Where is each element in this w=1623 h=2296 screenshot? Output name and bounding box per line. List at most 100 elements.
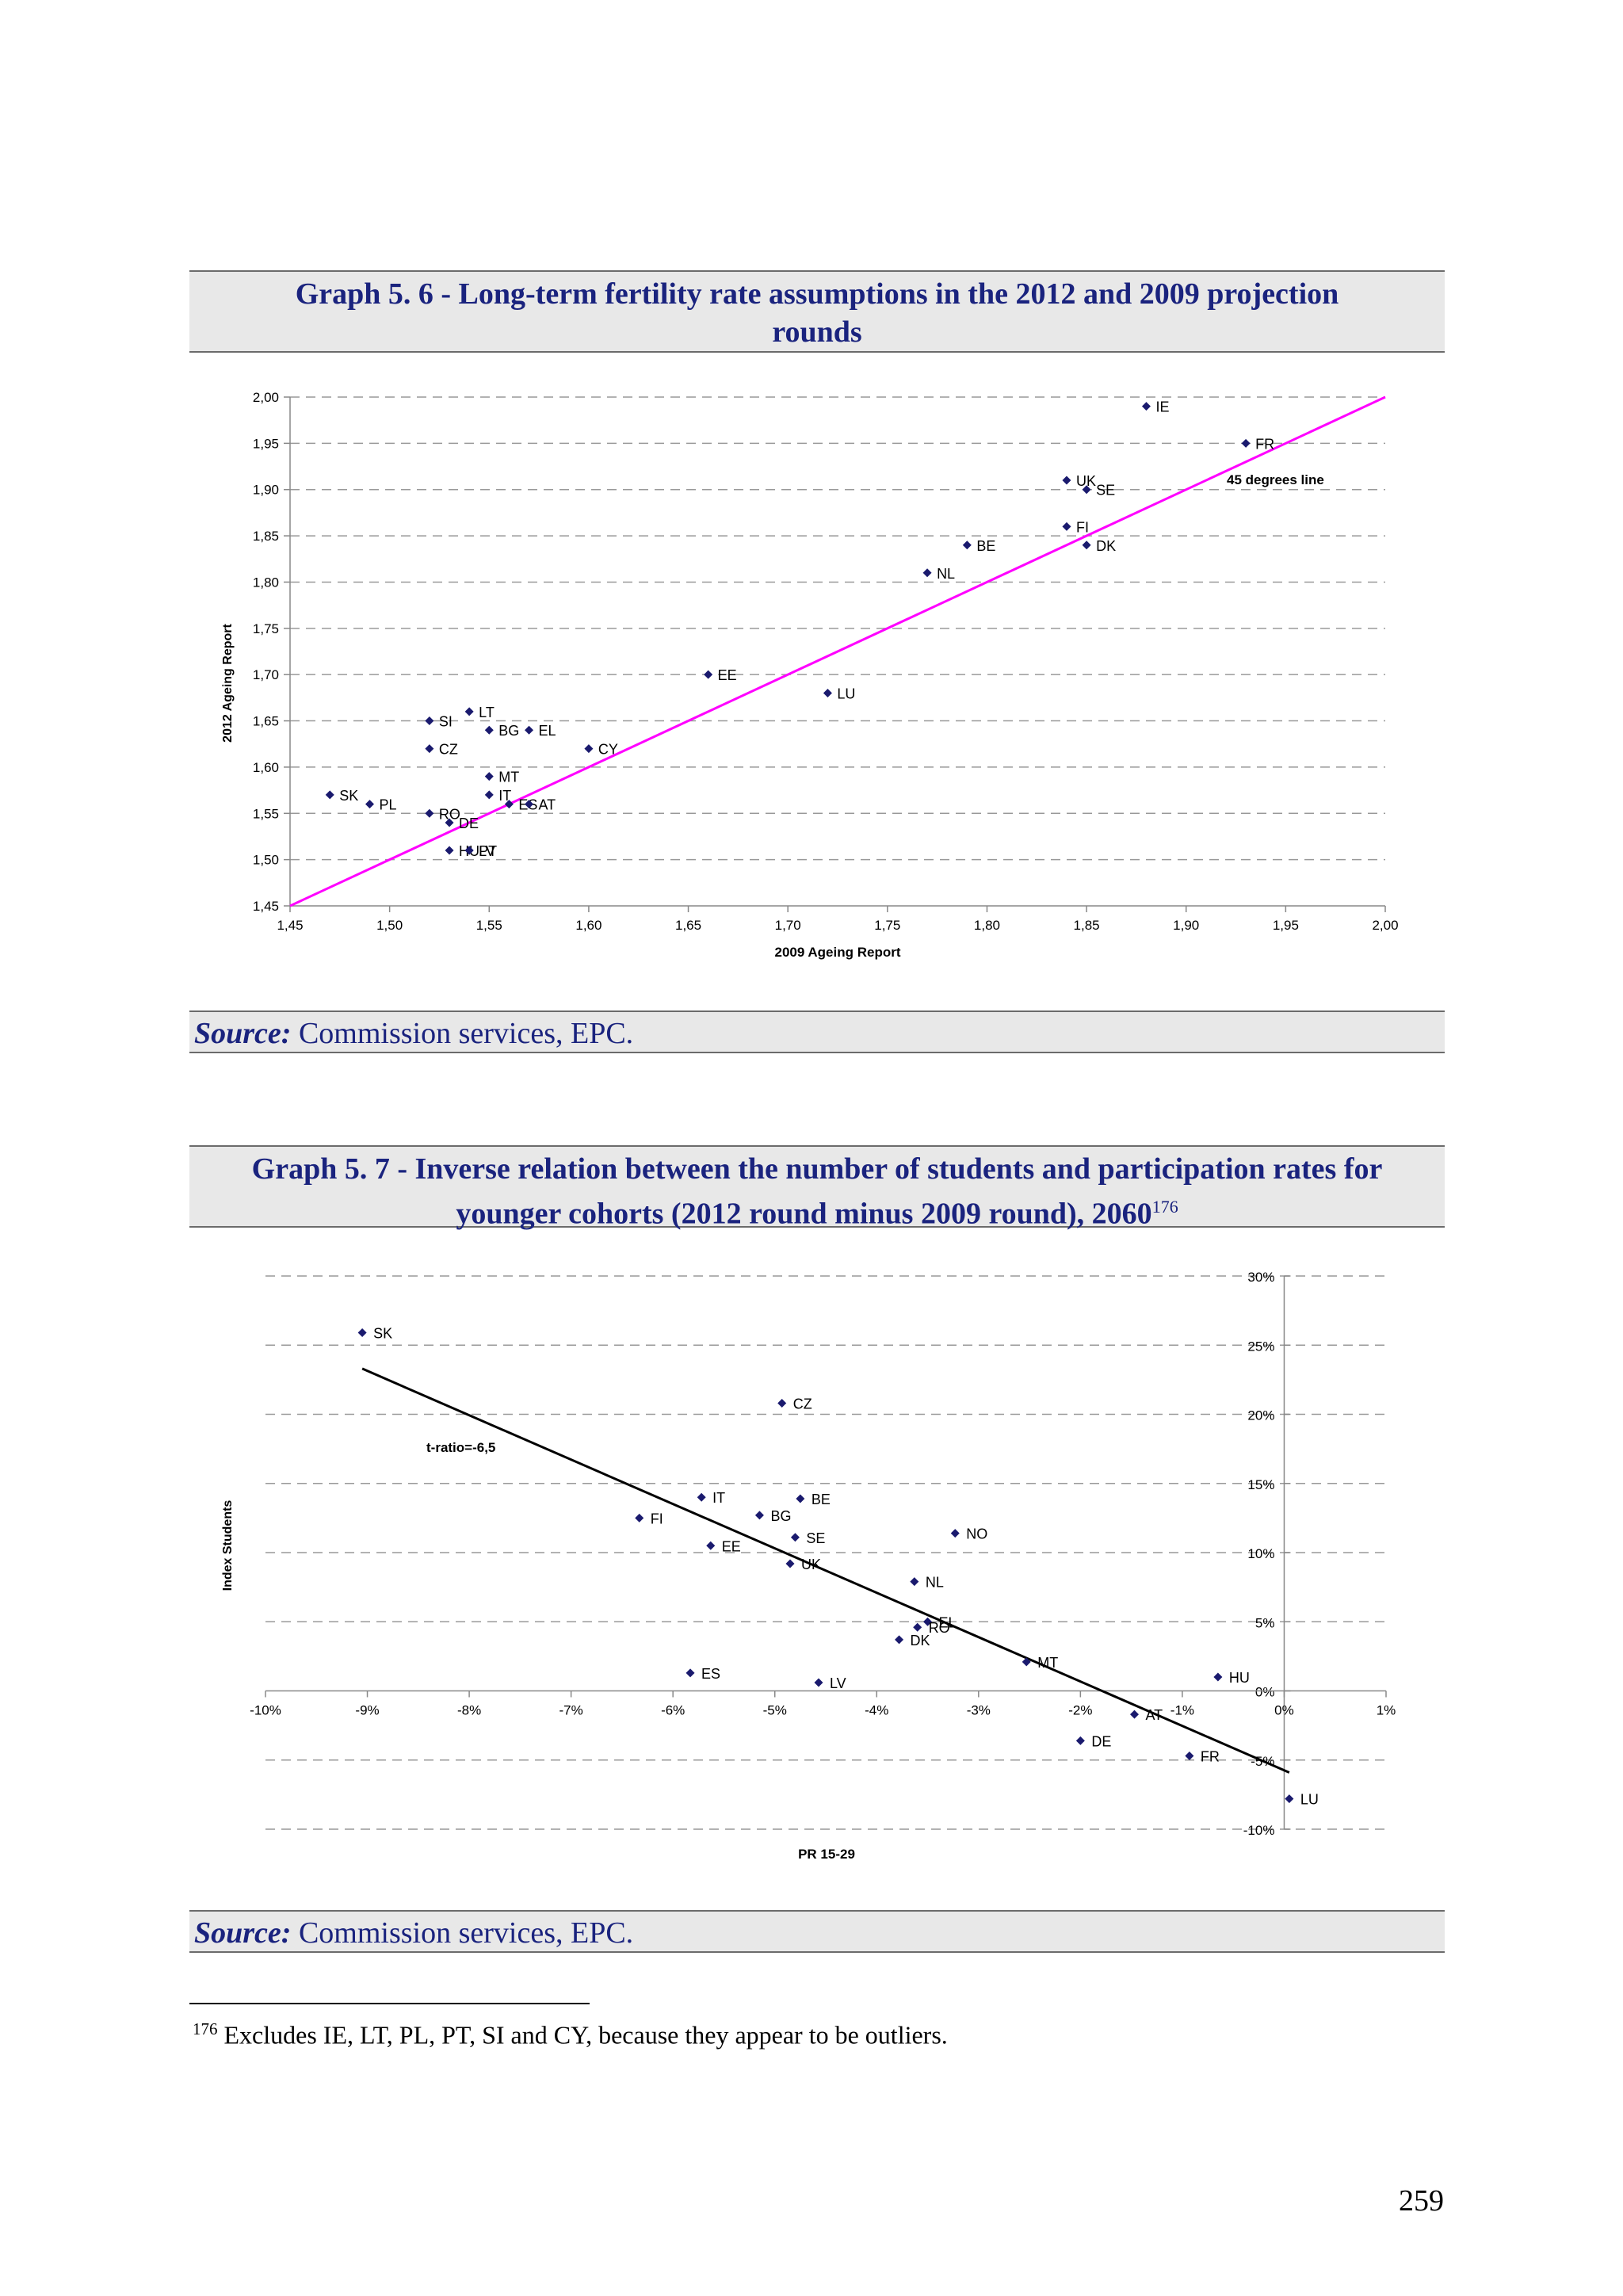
point-label-no: NO xyxy=(966,1526,987,1542)
point-label-be: BE xyxy=(976,538,995,554)
x-tick-label: -7% xyxy=(559,1703,583,1718)
x-tick-label: -10% xyxy=(250,1703,281,1718)
point-label-pl: PL xyxy=(380,797,397,813)
x-tick-label: 1,75 xyxy=(874,918,900,933)
point-label-sk: SK xyxy=(373,1326,392,1342)
point-label-dk: DK xyxy=(1096,538,1116,554)
x-tick-label: 1,85 xyxy=(1074,918,1100,933)
point-ie xyxy=(1141,402,1151,411)
graph2-title-line1: Graph 5. 7 - Inverse relation between th… xyxy=(251,1152,1383,1186)
point-mt xyxy=(484,772,494,781)
point-hu xyxy=(1213,1672,1223,1682)
y-tick-label: 1,75 xyxy=(253,621,279,636)
y-tick-label: 1,50 xyxy=(253,853,279,868)
graph2-title-line2-text: younger cohorts (2012 round minus 2009 r… xyxy=(456,1197,1152,1231)
y-tick-label: 2,00 xyxy=(253,390,279,405)
point-bg xyxy=(754,1511,764,1520)
graph2-title-line2: younger cohorts (2012 round minus 2009 r… xyxy=(189,1188,1445,1233)
forty-five-degree-line xyxy=(289,395,1386,907)
y-tick-label: 1,65 xyxy=(253,714,279,729)
point-label-at: AT xyxy=(539,797,556,813)
x-tick-label: 1,95 xyxy=(1273,918,1299,933)
point-pl xyxy=(365,800,375,809)
x-tick-label: -4% xyxy=(865,1703,888,1718)
x-axis-label: PR 15-29 xyxy=(798,1847,855,1862)
x-tick-label: -6% xyxy=(661,1703,685,1718)
point-label-fr: FR xyxy=(1201,1749,1220,1765)
y-tick-label: 1,95 xyxy=(253,436,279,451)
page-number: 259 xyxy=(1399,2184,1444,2218)
point-sk xyxy=(357,1328,367,1338)
point-lv xyxy=(814,1678,823,1687)
x-axis-label: 2009 Ageing Report xyxy=(774,945,900,960)
point-label-bg: BG xyxy=(498,723,519,739)
point-label-ee: EE xyxy=(718,667,737,683)
x-tick-label: -8% xyxy=(457,1703,481,1718)
fertility-scatter-chart: 1,45 1,50 1,55 1,60 1,65 1,70 1,75 1,80 1,85 1,90… xyxy=(221,390,1399,960)
point-be xyxy=(796,1494,805,1503)
point-label-se: SE xyxy=(806,1530,825,1546)
point-label-de: DE xyxy=(459,816,479,831)
point-label-cz: CZ xyxy=(439,742,458,758)
regression-line xyxy=(361,1367,1290,1774)
point-fi xyxy=(1062,521,1071,531)
point-cz xyxy=(777,1399,787,1408)
point-fi xyxy=(635,1513,644,1522)
x-tick-label: 1,70 xyxy=(775,918,801,933)
graph1-title: Graph 5. 6 - Long-term fertility rate as… xyxy=(189,270,1445,353)
x-tick-label: -3% xyxy=(967,1703,991,1718)
x-tick-label: 1,60 xyxy=(575,918,601,933)
point-label-at: AT xyxy=(1145,1707,1163,1723)
point-at xyxy=(525,800,534,809)
point-label-fi: FI xyxy=(651,1511,663,1526)
point-cz xyxy=(425,744,434,754)
x-tick-label: 1,80 xyxy=(974,918,1000,933)
point-nl xyxy=(910,1577,919,1587)
point-label-fr: FR xyxy=(1255,436,1274,452)
point-lu xyxy=(823,689,832,698)
point-pt xyxy=(464,846,474,855)
point-ee xyxy=(706,1541,716,1550)
x-tick-label: -2% xyxy=(1068,1703,1092,1718)
point-label-fi: FI xyxy=(1076,519,1089,535)
point-de xyxy=(445,818,454,827)
point-label-si: SI xyxy=(439,714,453,730)
y-tick-label: 25% xyxy=(1247,1339,1274,1354)
point-label-nl: NL xyxy=(937,566,955,582)
point-bg xyxy=(484,725,494,735)
x-tick-label: 1,45 xyxy=(277,918,303,933)
footnote-number: 176 xyxy=(193,2019,218,2038)
x-tick-label: -5% xyxy=(763,1703,787,1718)
point-label-hu: HU xyxy=(1229,1670,1250,1686)
y-tick-label: 20% xyxy=(1247,1408,1274,1423)
point-label-ro: RO xyxy=(439,806,460,822)
point-label-el: EL xyxy=(539,723,556,739)
y-tick-label: -10% xyxy=(1243,1823,1275,1838)
point-no xyxy=(950,1529,960,1538)
point-label-de: DE xyxy=(1091,1733,1111,1749)
point-sk xyxy=(325,790,334,800)
y-tick-label: 1,90 xyxy=(253,483,279,498)
line-label: 45 degrees line xyxy=(1227,472,1324,487)
point-label-be: BE xyxy=(812,1492,831,1507)
y-tick-label: 30% xyxy=(1247,1270,1274,1285)
point-ee xyxy=(704,670,713,679)
y-tick-label: 1,55 xyxy=(253,806,279,821)
point-be xyxy=(962,541,972,550)
point-es xyxy=(685,1668,695,1678)
point-ro xyxy=(913,1622,922,1632)
y-tick-label: 1,70 xyxy=(253,667,279,682)
point-hu xyxy=(445,846,454,855)
point-label-sk: SK xyxy=(339,788,358,804)
point-label-dk: DK xyxy=(911,1633,930,1648)
point-dk xyxy=(1082,541,1091,550)
point-it xyxy=(484,790,494,800)
point-mt xyxy=(1022,1657,1031,1667)
point-label-lu: LU xyxy=(1300,1792,1319,1808)
point-label-bg: BG xyxy=(770,1508,791,1524)
point-it xyxy=(697,1492,706,1502)
point-label-es: ES xyxy=(701,1666,720,1682)
graph1-source-text: Commission services, EPC. xyxy=(291,1017,634,1050)
y-tick-label: 1,45 xyxy=(253,899,279,914)
point-label-cz: CZ xyxy=(793,1396,812,1412)
